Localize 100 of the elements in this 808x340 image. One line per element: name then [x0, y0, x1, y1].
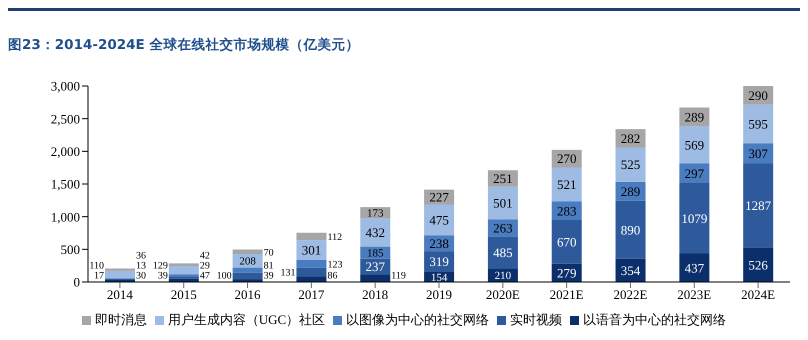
- data-label: 354: [620, 262, 641, 278]
- data-label: 307: [748, 146, 768, 162]
- data-label: 569: [684, 138, 704, 153]
- data-label: 100: [216, 270, 232, 282]
- legend-label: 以语音为中心的社交网络: [582, 311, 726, 329]
- x-tick-label: 2022E: [613, 287, 648, 302]
- data-label: 173: [367, 208, 384, 220]
- bar: [488, 186, 518, 220]
- data-label: 289: [620, 184, 640, 199]
- data-label: 13: [136, 260, 146, 272]
- data-label: 526: [748, 257, 768, 272]
- bar: [232, 268, 263, 273]
- bar: [168, 266, 199, 274]
- data-label: 238: [429, 236, 449, 251]
- data-label: 437: [684, 260, 705, 276]
- data-label: 119: [391, 270, 406, 282]
- data-label: 263: [493, 220, 513, 236]
- bar: [743, 164, 774, 248]
- x-tick-label: 2015: [170, 287, 197, 302]
- y-tick-label: 500: [60, 242, 80, 257]
- data-label: 112: [327, 232, 342, 243]
- data-label: 129: [152, 260, 168, 272]
- bar: [232, 272, 263, 280]
- data-label: 110: [89, 260, 104, 272]
- bar: [296, 260, 326, 268]
- data-label: 81: [264, 260, 274, 272]
- data-label: 475: [429, 212, 449, 228]
- data-label: 131: [280, 268, 296, 279]
- x-tick-label: 2016: [234, 287, 262, 302]
- data-label: 39: [158, 270, 168, 282]
- bar: [616, 148, 646, 182]
- y-tick-label: 1,000: [50, 209, 80, 224]
- data-label: 208: [239, 256, 256, 268]
- bar: [232, 249, 263, 254]
- data-label: 123: [327, 259, 342, 270]
- legend-label: 即时消息: [94, 311, 147, 329]
- data-label: 290: [748, 88, 768, 103]
- bar: [552, 167, 582, 202]
- data-label: 29: [200, 260, 210, 272]
- bar: [743, 248, 774, 282]
- x-tick-label: 2019: [426, 287, 452, 302]
- data-label: 301: [302, 242, 322, 258]
- data-label: 47: [200, 270, 210, 282]
- data-label: 42: [200, 250, 210, 262]
- data-label: 282: [620, 130, 640, 146]
- data-label: 237: [366, 259, 386, 274]
- bar: [168, 276, 199, 279]
- data-label: 521: [556, 177, 576, 192]
- x-tick-label: 2014: [106, 287, 134, 302]
- legend-label: 以图像为中心的社交网络: [345, 311, 490, 329]
- bar: [424, 204, 454, 236]
- data-label: 70: [264, 247, 274, 258]
- legend-label: 用户生成内容（UGC）社区: [166, 311, 326, 329]
- bar: [105, 270, 135, 278]
- x-tick-label: 2020E: [486, 287, 520, 302]
- data-label: 185: [367, 248, 384, 260]
- data-label: 289: [684, 109, 704, 124]
- y-tick-label: 2,000: [50, 144, 80, 159]
- y-tick-label: 0: [74, 274, 80, 290]
- bar: [743, 104, 774, 144]
- data-label: 525: [620, 157, 640, 172]
- data-label: 297: [684, 166, 705, 181]
- data-label: 39: [264, 270, 274, 282]
- data-label: 279: [556, 265, 576, 280]
- bar: [296, 232, 326, 240]
- x-tick-label: 2023E: [677, 287, 712, 302]
- data-label: 1287: [745, 198, 772, 214]
- bar: [168, 263, 199, 266]
- bar: [679, 126, 710, 164]
- data-label: 1079: [681, 210, 708, 226]
- data-label: 501: [493, 196, 513, 211]
- data-label: 210: [494, 270, 512, 282]
- bar: [616, 200, 646, 259]
- data-label: 227: [429, 190, 450, 205]
- data-label: 270: [556, 151, 576, 166]
- data-label: 283: [556, 203, 576, 218]
- bar: [552, 220, 582, 264]
- y-tick-label: 2,500: [50, 111, 80, 126]
- bar: [679, 253, 710, 282]
- data-label: 154: [430, 272, 448, 284]
- data-label: 319: [429, 254, 449, 270]
- y-tick-label: 1,500: [50, 176, 80, 192]
- data-label: 251: [493, 171, 513, 186]
- data-label: 485: [493, 244, 513, 260]
- x-tick-label: 2017: [298, 287, 325, 302]
- data-label: 17: [94, 270, 104, 282]
- bar: [488, 236, 518, 268]
- x-tick-label: 2021E: [550, 287, 584, 302]
- bar: [360, 274, 390, 282]
- data-label: 890: [620, 222, 640, 238]
- data-label: 86: [327, 270, 338, 282]
- chart-title: 图23：2014-2024E 全球在线社交市场规模（亿美元）: [8, 36, 360, 54]
- bar: [679, 182, 710, 254]
- x-tick-label: 2024E: [741, 287, 776, 302]
- x-tick-label: 2018: [362, 287, 388, 302]
- y-tick-label: 3,000: [50, 78, 80, 94]
- data-label: 432: [366, 225, 386, 240]
- data-label: 670: [556, 234, 576, 250]
- bar: [360, 218, 390, 247]
- data-label: 30: [136, 270, 146, 282]
